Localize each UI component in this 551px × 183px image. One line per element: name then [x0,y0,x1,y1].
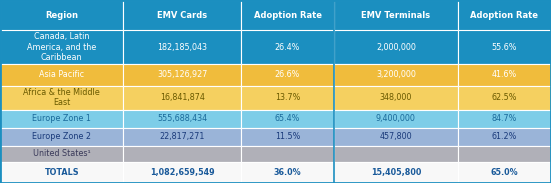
Text: Adoption Rate: Adoption Rate [253,11,322,20]
Text: Adoption Rate: Adoption Rate [471,11,538,20]
Text: 16,841,874: 16,841,874 [160,93,204,102]
Bar [241,128,334,146]
Bar [123,162,241,183]
Text: 55.6%: 55.6% [491,43,517,52]
Bar [123,0,241,31]
Text: 3,200,000: 3,200,000 [376,70,416,79]
Bar [241,162,334,183]
Bar [0,64,123,86]
Bar [123,86,241,110]
Text: United States¹: United States¹ [33,150,90,158]
Bar [458,146,551,162]
Text: EMV Cards: EMV Cards [157,11,207,20]
Text: 1,082,659,549: 1,082,659,549 [150,168,214,177]
Text: 36.0%: 36.0% [274,168,301,177]
Bar [241,31,334,64]
Bar [241,146,334,162]
Bar [0,31,123,64]
Bar [458,64,551,86]
Text: Africa & the Middle
East: Africa & the Middle East [23,88,100,107]
Bar [241,86,334,110]
Text: 457,800: 457,800 [380,132,412,141]
Bar [0,128,123,146]
Text: Europe Zone 2: Europe Zone 2 [32,132,91,141]
Bar [123,110,241,128]
Text: 84.7%: 84.7% [491,114,517,123]
Bar [123,128,241,146]
Text: 305,126,927: 305,126,927 [157,70,207,79]
Text: 11.5%: 11.5% [275,132,300,141]
Text: Asia Pacific: Asia Pacific [39,70,84,79]
Text: 61.2%: 61.2% [491,132,517,141]
Bar [0,110,123,128]
Bar [334,146,458,162]
Bar [334,162,458,183]
Bar [241,110,334,128]
Bar [0,146,123,162]
Text: EMV Terminals: EMV Terminals [361,11,430,20]
Bar [458,31,551,64]
Bar [458,162,551,183]
Text: TOTALS: TOTALS [45,168,79,177]
Bar [458,128,551,146]
Text: 62.5%: 62.5% [491,93,517,102]
Bar [123,31,241,64]
Bar [123,146,241,162]
Bar [458,86,551,110]
Bar [241,64,334,86]
Bar [458,110,551,128]
Bar [334,64,458,86]
Text: Region: Region [45,11,78,20]
Bar [334,86,458,110]
Text: 65.0%: 65.0% [490,168,518,177]
Bar [334,128,458,146]
Text: 555,688,434: 555,688,434 [157,114,207,123]
Text: 15,405,800: 15,405,800 [371,168,421,177]
Text: Canada, Latin
America, and the
Caribbean: Canada, Latin America, and the Caribbean [27,32,96,62]
Text: 26.4%: 26.4% [275,43,300,52]
Text: 182,185,043: 182,185,043 [157,43,207,52]
Text: 13.7%: 13.7% [275,93,300,102]
Text: 9,400,000: 9,400,000 [376,114,416,123]
Bar [0,162,123,183]
Bar [334,31,458,64]
Bar [0,86,123,110]
Bar [334,110,458,128]
Text: Europe Zone 1: Europe Zone 1 [33,114,91,123]
Text: 26.6%: 26.6% [275,70,300,79]
Text: 41.6%: 41.6% [491,70,517,79]
Bar [123,64,241,86]
Text: 65.4%: 65.4% [275,114,300,123]
Text: 348,000: 348,000 [380,93,412,102]
Text: 2,000,000: 2,000,000 [376,43,416,52]
Bar [458,0,551,31]
Bar [0,0,123,31]
Text: 22,817,271: 22,817,271 [159,132,205,141]
Bar [334,0,458,31]
Bar [241,0,334,31]
